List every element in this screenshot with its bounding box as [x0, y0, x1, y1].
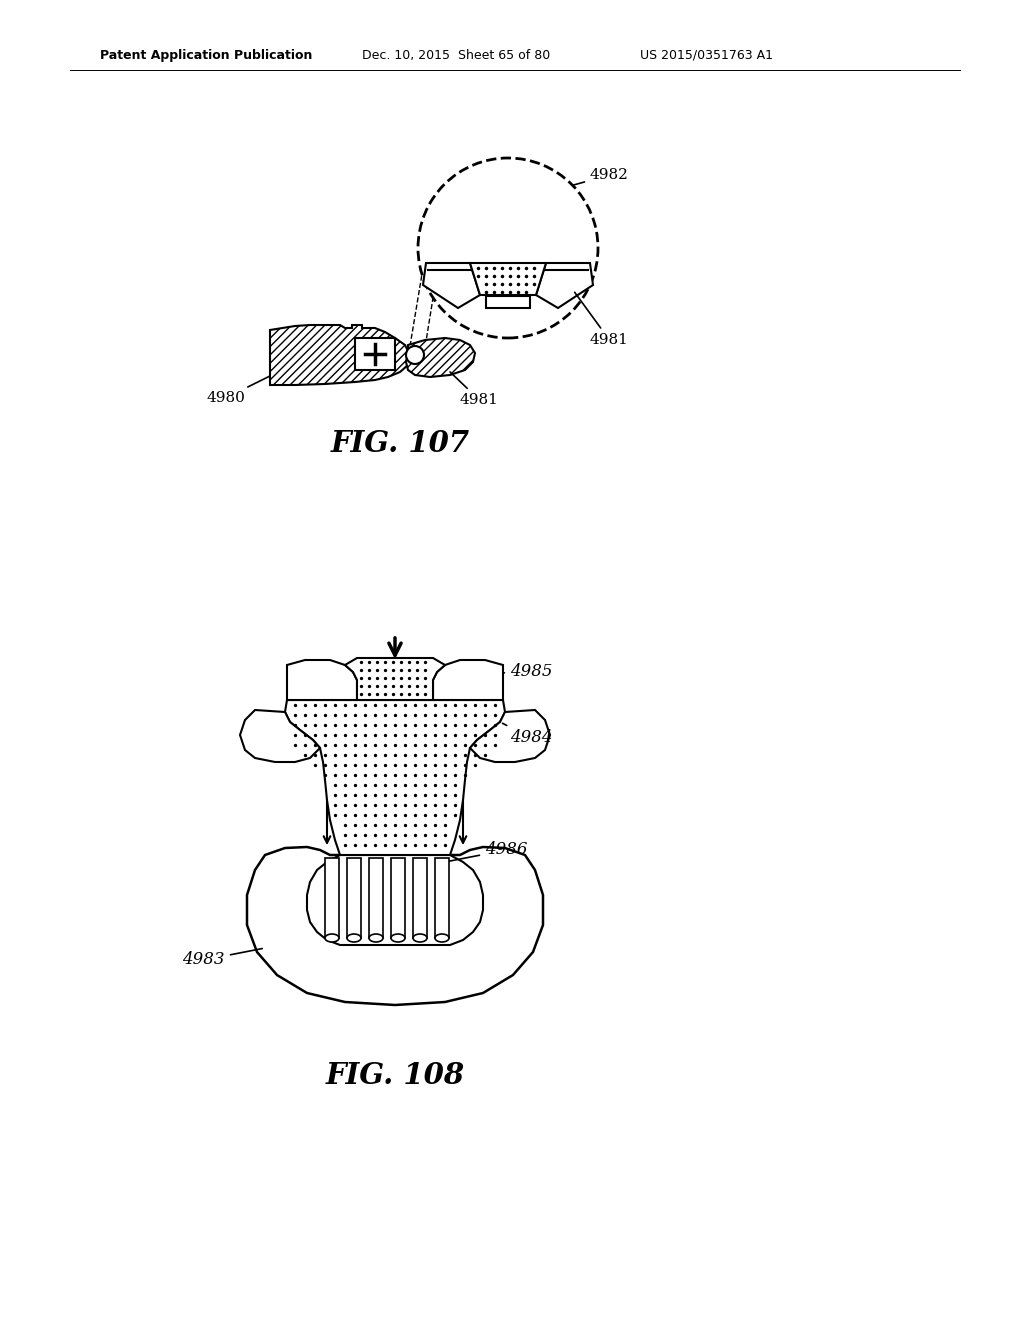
- Polygon shape: [391, 858, 406, 939]
- Polygon shape: [287, 660, 357, 700]
- Text: Patent Application Publication: Patent Application Publication: [100, 49, 312, 62]
- Text: 4980: 4980: [206, 376, 269, 405]
- Polygon shape: [325, 858, 339, 939]
- Polygon shape: [247, 847, 543, 1005]
- Circle shape: [406, 346, 424, 364]
- Text: FIG. 108: FIG. 108: [326, 1060, 465, 1089]
- Text: 4983: 4983: [182, 949, 262, 969]
- Polygon shape: [307, 855, 483, 945]
- Text: FIG. 107: FIG. 107: [331, 429, 470, 458]
- Circle shape: [418, 158, 598, 338]
- Polygon shape: [347, 858, 361, 939]
- Ellipse shape: [435, 935, 449, 942]
- Text: 4984: 4984: [503, 723, 553, 747]
- Polygon shape: [470, 710, 550, 762]
- Polygon shape: [345, 657, 445, 700]
- Ellipse shape: [325, 935, 339, 942]
- Polygon shape: [270, 325, 410, 385]
- Polygon shape: [413, 858, 427, 939]
- Text: 4981: 4981: [450, 372, 499, 407]
- Polygon shape: [435, 858, 449, 939]
- Polygon shape: [369, 858, 383, 939]
- Bar: [486, 296, 530, 308]
- Polygon shape: [240, 710, 319, 762]
- Polygon shape: [433, 660, 503, 700]
- Ellipse shape: [413, 935, 427, 942]
- Text: 4982: 4982: [572, 168, 629, 185]
- Text: 4986: 4986: [447, 842, 527, 862]
- Polygon shape: [285, 700, 505, 855]
- Text: Dec. 10, 2015  Sheet 65 of 80: Dec. 10, 2015 Sheet 65 of 80: [362, 49, 550, 62]
- Text: 4981: 4981: [574, 292, 629, 347]
- Polygon shape: [470, 263, 546, 294]
- Text: 4985: 4985: [436, 664, 553, 681]
- Ellipse shape: [347, 935, 361, 942]
- Ellipse shape: [369, 935, 383, 942]
- Polygon shape: [423, 263, 480, 308]
- Polygon shape: [406, 338, 475, 378]
- Polygon shape: [536, 263, 593, 308]
- Ellipse shape: [391, 935, 406, 942]
- Text: US 2015/0351763 A1: US 2015/0351763 A1: [640, 49, 773, 62]
- Polygon shape: [355, 338, 395, 370]
